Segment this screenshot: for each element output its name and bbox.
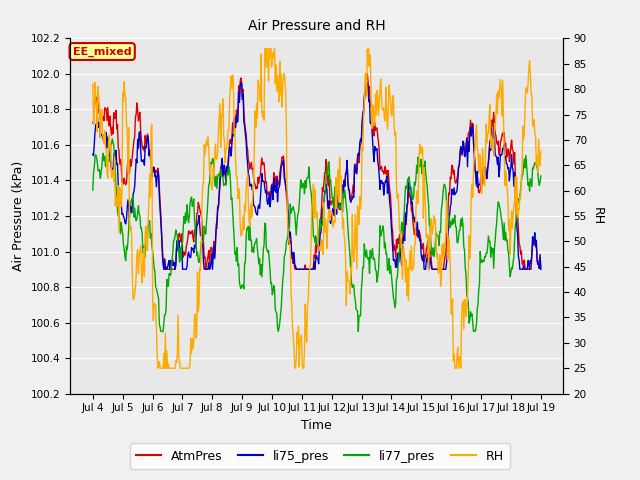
RH <box>261 46 269 51</box>
li75_pres <box>390 258 397 264</box>
RH <box>205 144 212 150</box>
RH <box>428 223 435 228</box>
AtmPres <box>428 262 435 267</box>
li77_pres <box>390 295 397 300</box>
RH <box>537 148 545 154</box>
li77_pres <box>428 250 435 256</box>
li75_pres <box>293 266 301 272</box>
li77_pres <box>170 238 177 243</box>
li75_pres <box>355 151 362 157</box>
RH <box>154 365 162 371</box>
li75_pres <box>237 80 244 85</box>
li77_pres <box>205 180 213 185</box>
AtmPres <box>161 266 169 272</box>
li75_pres <box>428 265 435 271</box>
li75_pres <box>160 266 168 272</box>
AtmPres <box>537 265 545 271</box>
Legend: AtmPres, li75_pres, li77_pres, RH: AtmPres, li75_pres, li77_pres, RH <box>130 444 510 469</box>
X-axis label: Time: Time <box>301 419 332 432</box>
li77_pres <box>157 328 164 334</box>
AtmPres <box>292 266 300 272</box>
RH <box>169 365 177 371</box>
Y-axis label: Air Pressure (kPa): Air Pressure (kPa) <box>12 161 26 271</box>
li77_pres <box>89 187 97 193</box>
li77_pres <box>537 173 545 179</box>
AtmPres <box>169 266 177 272</box>
Line: AtmPres: AtmPres <box>93 74 541 269</box>
Text: EE_mixed: EE_mixed <box>73 47 131 57</box>
RH <box>89 81 97 87</box>
RH <box>355 216 362 221</box>
AtmPres <box>354 155 362 160</box>
li75_pres <box>169 257 177 263</box>
Title: Air Pressure and RH: Air Pressure and RH <box>248 19 386 33</box>
Y-axis label: RH: RH <box>591 207 604 225</box>
li77_pres <box>293 220 301 226</box>
RH <box>293 330 301 336</box>
RH <box>390 93 397 99</box>
li77_pres <box>355 328 362 334</box>
AtmPres <box>390 248 397 253</box>
li75_pres <box>89 151 97 157</box>
AtmPres <box>205 248 212 253</box>
Line: li75_pres: li75_pres <box>93 83 541 269</box>
Line: RH: RH <box>93 48 541 368</box>
Line: li77_pres: li77_pres <box>93 139 541 331</box>
li77_pres <box>108 136 116 142</box>
li75_pres <box>537 266 545 272</box>
AtmPres <box>364 71 371 77</box>
AtmPres <box>89 120 97 126</box>
li75_pres <box>205 260 212 266</box>
